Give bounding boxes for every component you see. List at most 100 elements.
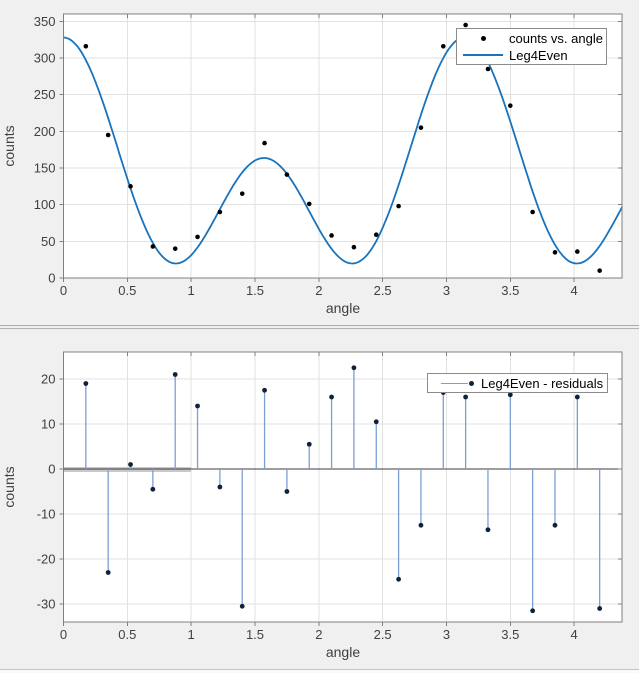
tick-label-y: 250 — [34, 87, 56, 102]
legend-entry-data-label: counts vs. angle — [509, 30, 603, 46]
stems — [85, 367, 601, 611]
fit-plot-layers: 0 0.5 1 1.5 2 2.5 3 3.5 4 0 50 100 150 200 250 300 350 — [34, 13, 623, 298]
stem-marker[interactable] — [172, 372, 178, 377]
stem-marker[interactable] — [306, 441, 312, 447]
tick-label-x: 0 — [60, 283, 67, 298]
residuals-plot-svg[interactable]: 0 0.5 1 1.5 2 2.5 3 3.5 4 -30 -20 -10 0 10 20 angle co… — [0, 333, 639, 669]
stem-marker[interactable] — [507, 392, 513, 398]
stem-marker-icon — [441, 380, 474, 386]
scatter-marker-icon — [457, 35, 509, 41]
stem-marker[interactable] — [83, 381, 89, 386]
scatter-point[interactable] — [105, 132, 111, 138]
stem-marker[interactable] — [552, 522, 558, 528]
stem-marker[interactable] — [373, 419, 379, 425]
stem-marker[interactable] — [597, 606, 603, 611]
fit-legend[interactable]: counts vs. angle Leg4Even — [456, 28, 607, 65]
stem-marker[interactable] — [128, 462, 133, 467]
scatter-point[interactable] — [485, 66, 491, 72]
tick-label-y: -20 — [37, 552, 56, 567]
scatter-point[interactable] — [284, 172, 290, 177]
scatter-point[interactable] — [552, 250, 558, 255]
tick-label-y: 0 — [48, 462, 55, 477]
scatter-point[interactable] — [262, 140, 267, 146]
tick-marks — [59, 352, 622, 626]
tick-label-x: 3.5 — [501, 627, 519, 642]
tick-label-x: 2.5 — [374, 283, 392, 298]
scatter-point[interactable] — [351, 244, 357, 250]
stem-marker[interactable] — [530, 608, 536, 614]
tick-label-x: 2 — [315, 627, 322, 642]
scatter-point[interactable] — [150, 244, 156, 249]
scatter-point[interactable] — [172, 246, 178, 251]
scatter-point[interactable] — [239, 191, 245, 196]
tick-label-x: 3 — [443, 283, 450, 298]
fit-plot-svg[interactable]: 0 0.5 1 1.5 2 2.5 3 3.5 4 0 50 100 150 200 250 300 350 a… — [0, 0, 639, 325]
tick-label-x: 4 — [571, 283, 578, 298]
tick-label-x: 3 — [443, 627, 450, 642]
fit-curve — [63, 36, 623, 265]
scatter-point[interactable] — [373, 232, 379, 238]
legend-entry-fit-label: Leg4Even — [509, 47, 568, 63]
legend-entry-residuals-label: Leg4Even - residuals — [481, 375, 604, 391]
residuals-x-axis-label: angle — [326, 644, 360, 660]
tick-label-y: 350 — [34, 14, 56, 29]
legend-entry-data: counts vs. angle — [457, 30, 606, 46]
scatter-point[interactable] — [128, 184, 133, 189]
axes-box — [63, 13, 623, 279]
tick-label-y: 0 — [48, 271, 55, 286]
tick-label-x: 1.5 — [246, 627, 264, 642]
scatter-point[interactable] — [83, 43, 89, 49]
tick-label-y: 100 — [34, 197, 56, 212]
tick-label-y: -30 — [37, 597, 56, 612]
scatter-point[interactable] — [575, 249, 580, 254]
tick-label-y: 200 — [34, 124, 56, 139]
stem-marker[interactable] — [217, 484, 223, 490]
tick-marks — [59, 14, 622, 282]
fit-x-axis-label: angle — [326, 300, 360, 316]
stem-marker[interactable] — [150, 486, 156, 492]
tick-label-y: -10 — [37, 507, 56, 522]
tick-label-x: 0 — [60, 627, 67, 642]
stem-marker[interactable] — [351, 365, 357, 371]
scatter-point[interactable] — [508, 103, 513, 108]
stem-marker[interactable] — [418, 522, 424, 528]
scatter-point[interactable] — [530, 209, 535, 215]
scatter-point[interactable] — [597, 268, 602, 273]
scatter-point[interactable] — [329, 233, 334, 238]
tick-labels: 0 0.5 1 1.5 2 2.5 3 3.5 4 -30 -20 -10 0 10 20 — [37, 372, 578, 643]
stem-marker[interactable] — [284, 489, 290, 494]
stem-marker[interactable] — [329, 394, 334, 400]
legend-entry-fit: Leg4Even — [457, 47, 606, 63]
plot-area[interactable] — [63, 352, 623, 622]
scatter-point[interactable] — [195, 234, 200, 240]
tick-label-y: 300 — [34, 51, 56, 66]
scatter-points — [83, 22, 602, 273]
tick-label-x: 4 — [571, 627, 578, 642]
window-bottom-border — [0, 669, 639, 673]
stem-marker[interactable] — [574, 394, 580, 400]
scatter-point[interactable] — [217, 209, 223, 215]
tick-label-x: 1 — [188, 627, 195, 642]
scatter-point[interactable] — [396, 203, 401, 209]
stem-marker[interactable] — [396, 576, 401, 582]
stem-marker[interactable] — [239, 603, 245, 609]
residuals-legend[interactable]: Leg4Even - residuals — [427, 373, 608, 393]
tick-label-y: 20 — [41, 372, 55, 387]
stem-marker[interactable] — [262, 387, 267, 393]
stem-marker[interactable] — [463, 394, 469, 400]
axes-box — [63, 351, 623, 623]
residuals-plot-pane: 0 0.5 1 1.5 2 2.5 3 3.5 4 -30 -20 -10 0 10 20 angle co… — [0, 333, 639, 669]
tick-labels: 0 0.5 1 1.5 2 2.5 3 3.5 4 0 50 100 150 200 250 300 350 — [34, 14, 578, 298]
residuals-y-axis-label: counts — [1, 466, 17, 507]
stem-marker[interactable] — [105, 570, 111, 575]
scatter-point[interactable] — [463, 22, 468, 28]
scatter-point[interactable] — [418, 125, 424, 130]
stem-marker[interactable] — [485, 527, 491, 533]
scatter-point[interactable] — [440, 43, 446, 49]
tick-label-y: 10 — [41, 417, 55, 432]
tick-label-x: 1 — [188, 283, 195, 298]
tick-label-x: 3.5 — [501, 283, 519, 298]
stem-marker[interactable] — [195, 403, 200, 409]
scatter-point[interactable] — [306, 201, 312, 207]
